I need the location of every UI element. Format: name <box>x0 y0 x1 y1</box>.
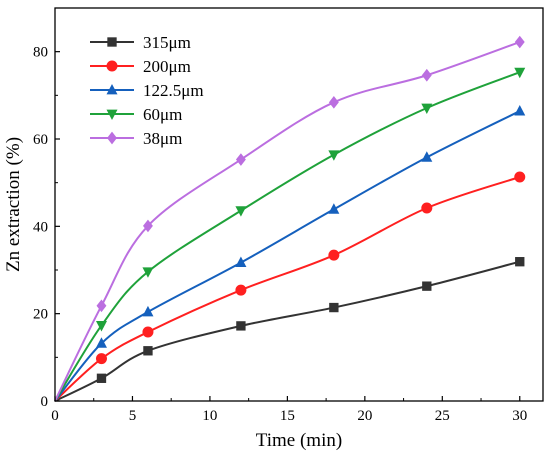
y-tick-label-3: 60 <box>33 132 48 148</box>
data-point-2-5 <box>421 151 433 162</box>
legend-label-2: 122.5μm <box>143 81 204 100</box>
data-point-3-2 <box>142 267 154 278</box>
x-tick-label-1: 5 <box>129 408 137 424</box>
legend-label-3: 60μm <box>143 105 182 124</box>
x-tick-label-3: 15 <box>280 408 295 424</box>
data-point-1-4 <box>328 249 340 261</box>
data-point-4-3 <box>235 153 246 166</box>
legend-marker-3 <box>106 109 118 121</box>
data-point-2-2 <box>142 305 154 317</box>
x-tick-label-0: 0 <box>51 408 59 424</box>
data-point-3-3 <box>235 206 247 217</box>
data-point-4-4 <box>328 95 339 109</box>
data-point-0-3 <box>236 321 246 331</box>
data-point-0-1 <box>96 373 107 383</box>
data-point-3-6 <box>514 67 526 79</box>
y-tick-label-4: 80 <box>33 45 48 61</box>
legend-item-1: 200μm <box>90 57 191 76</box>
data-point-1-6 <box>514 171 526 183</box>
series-0 <box>54 257 525 402</box>
plot-frame <box>54 7 544 402</box>
legend-item-4: 38μm <box>90 129 182 148</box>
series-1 <box>54 171 526 402</box>
data-point-0-5 <box>422 281 432 291</box>
x-tick-label-4: 20 <box>357 408 372 424</box>
legend-marker-4 <box>107 131 117 145</box>
x-tick-label-5: 25 <box>435 408 450 424</box>
data-point-4-1 <box>96 299 107 313</box>
data-point-3-1 <box>95 321 107 332</box>
data-point-0-2 <box>143 346 153 356</box>
data-point-3-4 <box>328 150 340 161</box>
x-tick-label-6: 30 <box>512 408 527 424</box>
series-3 <box>54 67 526 402</box>
legend-label-0: 315μm <box>143 33 191 52</box>
legend-marker-2 <box>106 83 118 95</box>
data-point-3-5 <box>421 103 433 115</box>
series-line-0 <box>54 260 521 402</box>
data-point-2-1 <box>95 337 107 348</box>
data-point-1-1 <box>95 353 107 365</box>
legend-item-2: 122.5μm <box>90 81 204 100</box>
series-line-2 <box>54 110 521 402</box>
legend-item-0: 315μm <box>90 33 191 52</box>
data-point-0-4 <box>329 302 339 313</box>
y-axis-title: Zn extraction (%) <box>3 137 24 272</box>
legend-marker-1 <box>106 60 118 72</box>
data-point-2-3 <box>235 256 247 267</box>
y-tick-label-2: 40 <box>33 219 48 235</box>
series-layer <box>54 35 526 402</box>
legend-label-4: 38μm <box>143 129 182 148</box>
series-line-4 <box>54 41 521 402</box>
series-line-1 <box>54 176 521 402</box>
x-axis-title: Time (min) <box>256 430 342 451</box>
x-tick-label-2: 10 <box>202 408 217 424</box>
data-point-2-4 <box>328 203 340 214</box>
data-point-2-6 <box>514 105 526 116</box>
legend-label-1: 200μm <box>143 57 191 76</box>
data-point-1-2 <box>142 326 154 338</box>
legend-marker-0 <box>107 37 117 47</box>
series-4 <box>54 35 525 402</box>
legend-item-3: 60μm <box>90 105 182 124</box>
data-point-1-5 <box>421 202 433 214</box>
axes-layer: 0 5 10 15 20 25 30 0 20 40 60 80 <box>33 7 544 424</box>
data-point-1-3 <box>235 284 247 296</box>
series-2 <box>54 105 526 402</box>
data-point-0-6 <box>515 257 525 267</box>
y-tick-label-1: 20 <box>33 307 48 323</box>
legend: 315μm 200μm 122.5μm 60μm 38μm <box>90 33 204 148</box>
y-tick-label-0: 0 <box>41 394 49 410</box>
data-point-4-6 <box>514 35 525 49</box>
data-point-4-2 <box>143 219 153 233</box>
data-point-4-5 <box>421 68 432 82</box>
